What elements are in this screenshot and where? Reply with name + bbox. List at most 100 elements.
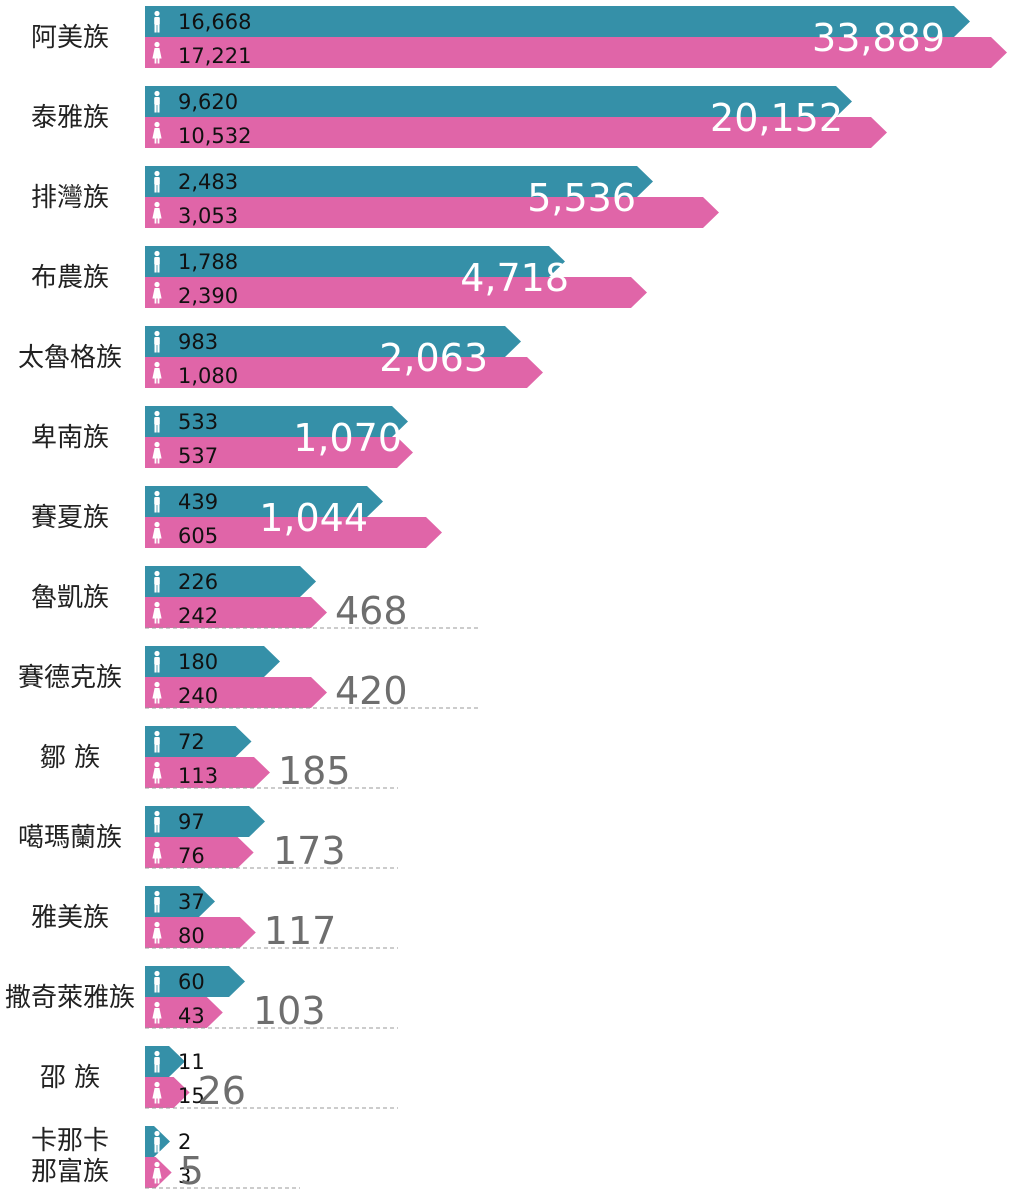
- tribe-label: 排灣族: [31, 183, 109, 213]
- male-person-icon: [154, 170, 160, 193]
- male-icon-body: [154, 577, 160, 585]
- male-bar: [145, 566, 317, 597]
- female-icon-leg-left: [154, 1018, 157, 1024]
- female-icon-head: [154, 841, 160, 848]
- female-icon-head: [154, 601, 160, 608]
- male-icon-leg-left: [154, 344, 157, 353]
- male-bar: [145, 326, 521, 357]
- female-icon-head: [154, 41, 160, 48]
- female-person-icon: [152, 841, 162, 864]
- male-person-icon: [154, 10, 160, 33]
- female-value-label: 80: [178, 924, 205, 948]
- female-person-icon: [152, 441, 162, 464]
- female-icon-dress: [152, 48, 162, 59]
- tribe-row: 魯凱族 226 242 468: [31, 566, 478, 633]
- female-icon-dress: [152, 368, 162, 379]
- male-icon-body: [154, 657, 160, 665]
- male-value-label: 439: [178, 490, 218, 514]
- total-value-label: 185: [278, 749, 351, 793]
- male-icon-leg-right: [157, 584, 160, 593]
- female-icon-leg-right: [157, 1098, 160, 1104]
- female-bar: [145, 37, 1007, 68]
- male-icon-leg-right: [157, 24, 160, 33]
- male-icon-body: [154, 817, 160, 825]
- male-icon-head: [154, 90, 160, 97]
- total-value-label: 468: [335, 589, 408, 633]
- female-icon-dress: [152, 1168, 162, 1179]
- male-person-icon: [154, 330, 160, 353]
- male-bar: [145, 486, 383, 517]
- female-icon-head: [154, 761, 160, 768]
- female-icon-head: [154, 441, 160, 448]
- male-icon-body: [154, 897, 160, 905]
- total-value-label: 420: [335, 669, 408, 713]
- male-icon-leg-right: [157, 344, 160, 353]
- total-value-label: 4,718: [460, 256, 569, 300]
- female-icon-dress: [152, 288, 162, 299]
- male-icon-leg-right: [157, 984, 160, 993]
- male-icon-leg-left: [154, 184, 157, 193]
- female-bar: [145, 677, 327, 708]
- tribe-label: 撒奇萊雅族: [5, 983, 135, 1013]
- male-icon-leg-left: [154, 104, 157, 113]
- male-value-label: 2,483: [178, 170, 238, 194]
- female-icon-head: [154, 921, 160, 928]
- male-person-icon: [154, 810, 160, 833]
- male-icon-head: [154, 810, 160, 817]
- total-value-label: 173: [273, 829, 346, 873]
- male-bar: [145, 406, 408, 437]
- male-bar: [145, 886, 215, 917]
- male-value-label: 180: [178, 650, 218, 674]
- female-person-icon: [152, 681, 162, 704]
- tribe-label: 雅美族: [31, 903, 109, 933]
- tribe-row: 泰雅族 9,620 10,532 20,152: [31, 86, 887, 148]
- tribe-label: 噶瑪蘭族: [18, 823, 122, 853]
- male-icon-leg-right: [157, 104, 160, 113]
- female-bar: [145, 757, 270, 788]
- female-icon-leg-left: [154, 298, 157, 304]
- male-value-label: 2: [178, 1130, 191, 1154]
- male-icon-leg-left: [154, 904, 157, 913]
- female-bar: [145, 197, 719, 228]
- male-bar: [145, 246, 565, 277]
- female-icon-leg-left: [154, 378, 157, 384]
- male-icon-body: [154, 257, 160, 265]
- female-icon-leg-right: [157, 1178, 160, 1184]
- male-icon-head: [154, 970, 160, 977]
- total-value-label: 1,070: [293, 416, 402, 460]
- total-value-label: 5,536: [527, 176, 636, 220]
- male-value-label: 1,788: [178, 250, 238, 274]
- male-icon-body: [154, 737, 160, 745]
- male-icon-leg-right: [157, 264, 160, 273]
- male-icon-leg-right: [157, 184, 160, 193]
- male-icon-leg-left: [154, 504, 157, 513]
- female-bar: [145, 277, 647, 308]
- male-person-icon: [154, 890, 160, 913]
- male-icon-head: [154, 330, 160, 337]
- female-person-icon: [152, 1161, 162, 1184]
- female-person-icon: [152, 1081, 162, 1104]
- tribe-label: 卡那卡: [31, 1126, 109, 1156]
- female-icon-leg-right: [157, 778, 160, 784]
- female-icon-leg-left: [154, 858, 157, 864]
- male-person-icon: [154, 1130, 160, 1153]
- female-icon-leg-right: [157, 938, 160, 944]
- tribe-label: 那富族: [31, 1157, 109, 1187]
- tribe-row: 太魯格族 983 1,080 2,063: [18, 326, 543, 388]
- tribe-label: 泰雅族: [31, 103, 109, 133]
- male-icon-leg-left: [154, 584, 157, 593]
- tribe-label: 阿美族: [31, 23, 109, 53]
- male-icon-body: [154, 337, 160, 345]
- tribe-label: 鄒 族: [40, 743, 100, 773]
- male-icon-leg-left: [154, 824, 157, 833]
- male-value-label: 11: [178, 1050, 205, 1074]
- male-icon-head: [154, 1130, 160, 1137]
- female-value-label: 10,532: [178, 124, 251, 148]
- female-icon-head: [154, 121, 160, 128]
- female-bar: [145, 117, 887, 148]
- male-icon-head: [154, 170, 160, 177]
- male-icon-body: [154, 97, 160, 105]
- male-person-icon: [154, 650, 160, 673]
- male-icon-body: [154, 977, 160, 985]
